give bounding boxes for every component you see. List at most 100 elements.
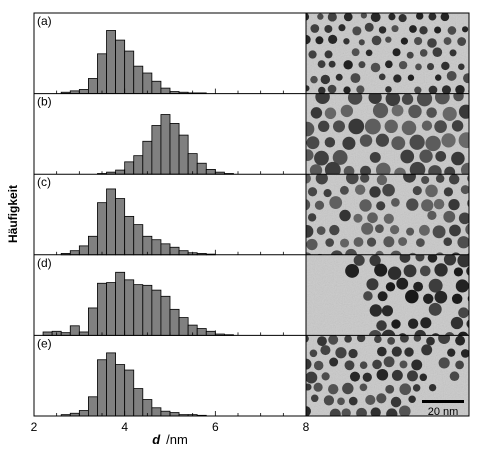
nanoparticle bbox=[382, 183, 395, 197]
histogram-bar bbox=[124, 161, 135, 175]
nanoparticle bbox=[314, 150, 329, 166]
nanoparticle bbox=[315, 174, 328, 185]
nanoparticle bbox=[321, 372, 330, 381]
nanoparticle bbox=[400, 149, 415, 164]
histogram-bar bbox=[115, 39, 126, 94]
nanoparticle bbox=[425, 135, 441, 152]
histogram-bar bbox=[115, 169, 126, 175]
histogram-bar bbox=[151, 407, 162, 417]
histogram-bar bbox=[42, 331, 53, 336]
nanoparticle bbox=[391, 25, 399, 33]
nanoparticle bbox=[327, 13, 337, 22]
nanoparticle bbox=[371, 35, 382, 46]
nanoparticle bbox=[421, 175, 430, 185]
nanoparticle bbox=[457, 37, 467, 46]
nanoparticle bbox=[447, 26, 457, 35]
nanoparticle bbox=[310, 107, 323, 119]
nanoparticle bbox=[368, 93, 382, 104]
nanoparticle bbox=[370, 62, 381, 73]
tem-image bbox=[306, 13, 477, 94]
nanoparticle bbox=[399, 383, 412, 396]
nanoparticle bbox=[310, 24, 320, 33]
nanoparticle bbox=[353, 254, 365, 266]
histogram-bar bbox=[124, 369, 135, 417]
nanoparticle bbox=[451, 252, 461, 255]
histogram-bar bbox=[88, 78, 98, 95]
nanoparticle bbox=[435, 74, 442, 81]
nanoparticle bbox=[407, 74, 415, 81]
nanoparticle bbox=[314, 200, 325, 210]
nanoparticle bbox=[324, 24, 333, 33]
nanoparticle bbox=[414, 36, 423, 46]
nanoparticle bbox=[345, 174, 359, 185]
histogram-bar bbox=[133, 155, 144, 175]
nanoparticle bbox=[453, 93, 464, 102]
histogram-bar bbox=[133, 284, 144, 336]
nanoparticle bbox=[408, 395, 416, 403]
nanoparticle bbox=[362, 372, 372, 382]
nanoparticle bbox=[375, 224, 384, 234]
nanoparticle bbox=[458, 307, 469, 319]
histogram-bar bbox=[133, 388, 144, 417]
nanoparticle bbox=[443, 187, 454, 197]
nanoparticle bbox=[408, 252, 417, 255]
nanoparticle bbox=[416, 238, 425, 247]
nanoparticle bbox=[449, 49, 457, 57]
nanoparticle bbox=[375, 162, 391, 175]
nanoparticle bbox=[427, 38, 437, 48]
nanoparticle bbox=[310, 394, 319, 403]
nanoparticle bbox=[458, 104, 469, 119]
nanoparticle bbox=[448, 198, 460, 211]
nanoparticle bbox=[435, 252, 444, 255]
nanoparticle bbox=[432, 225, 446, 239]
nanoparticle bbox=[409, 25, 417, 33]
nanoparticle bbox=[406, 227, 415, 236]
nanoparticle bbox=[329, 357, 339, 367]
nanoparticle bbox=[310, 75, 318, 84]
histogram-bar bbox=[160, 243, 171, 256]
nanoparticle bbox=[455, 85, 465, 94]
nanoparticle bbox=[318, 120, 330, 133]
nanoparticle bbox=[433, 198, 445, 210]
nanoparticle bbox=[376, 393, 387, 404]
nanoparticle bbox=[360, 174, 370, 183]
nanoparticle bbox=[306, 224, 314, 238]
nanoparticle bbox=[328, 60, 336, 68]
nanoparticle bbox=[349, 371, 361, 382]
nanoparticle bbox=[358, 39, 365, 46]
nanoparticle bbox=[306, 335, 309, 343]
nanoparticle bbox=[401, 120, 417, 136]
panel-label: (e) bbox=[37, 336, 52, 350]
nanoparticle bbox=[360, 13, 367, 19]
nanoparticle bbox=[313, 360, 324, 371]
x-tick-label: 4 bbox=[121, 420, 128, 434]
histogram-bar bbox=[78, 89, 89, 95]
nanoparticle bbox=[356, 407, 367, 416]
nanoparticle bbox=[469, 60, 477, 68]
figure-frame bbox=[33, 12, 470, 417]
histogram-bar bbox=[178, 317, 189, 336]
nanoparticle bbox=[440, 13, 450, 22]
nanoparticle bbox=[385, 36, 392, 43]
nanoparticle bbox=[381, 305, 394, 317]
histogram-bar bbox=[196, 162, 207, 175]
nanoparticle bbox=[343, 86, 351, 94]
outer-border bbox=[33, 12, 470, 417]
nanoparticle bbox=[438, 335, 451, 344]
nanoparticle bbox=[419, 149, 433, 163]
nanoparticle bbox=[324, 107, 337, 120]
nanoparticle bbox=[385, 282, 396, 292]
histogram-bar bbox=[97, 359, 107, 417]
nanoparticle bbox=[307, 187, 318, 197]
nanoparticle bbox=[415, 254, 425, 262]
histogram-bar bbox=[88, 307, 98, 336]
nanoparticle bbox=[339, 209, 351, 222]
nanoparticle bbox=[413, 281, 424, 292]
nanoparticle bbox=[428, 85, 438, 94]
nanoparticle bbox=[351, 48, 360, 57]
nanoparticle bbox=[427, 254, 438, 263]
panel-label: (d) bbox=[37, 256, 52, 270]
nanoparticle bbox=[306, 358, 312, 370]
nanoparticle bbox=[367, 212, 378, 224]
panel-label: (a) bbox=[37, 14, 52, 28]
